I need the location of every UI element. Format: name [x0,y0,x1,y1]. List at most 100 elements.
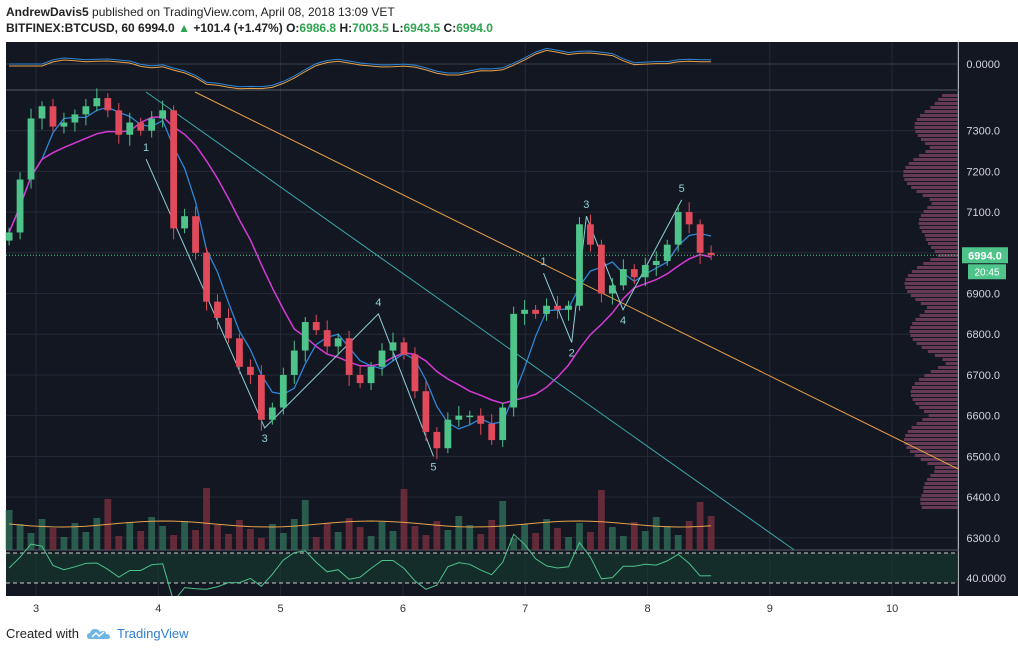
volume-bar [225,534,232,550]
created-with-label: Created with [6,626,79,641]
price-tick-label: 6500.0 [966,451,1000,463]
close-value: 6994.0 [456,21,493,35]
volume-profile-bar [924,234,958,237]
author-name[interactable]: AndrewDavis5 [6,5,89,19]
volume-profile-bar [945,362,958,365]
candle [400,337,408,360]
volume-profile-bar [918,378,958,381]
volume-profile-bar [921,506,958,509]
candle [543,298,550,321]
volume-profile-bar [924,310,958,313]
volume-bar [5,510,13,550]
volume-bar [148,517,156,550]
volume-bar [707,516,715,550]
volume-bar [192,530,199,550]
volume-profile-bar [927,350,958,353]
volume-profile-bar [923,486,958,489]
volume-profile-bar [915,298,958,301]
volume-profile-bar [925,142,958,145]
volume-bar [312,537,320,550]
up-arrow-icon: ▲ [178,21,190,35]
price-tick-label: 6400.0 [966,492,1000,504]
high-value: 7003.5 [352,21,389,35]
time-axis[interactable]: 3 4 5 6 7 8 9 10 [6,596,958,620]
time-tick-label: 9 [767,603,773,615]
candle [214,294,221,329]
teal-trendline [145,91,795,551]
publish-info: published on TradingView.com, April 08, … [92,5,395,19]
wave-label: 2 [569,347,575,359]
volume-profile-bar [921,230,958,233]
price-tick-label: 7100.0 [966,207,1000,219]
volume-bar [587,532,594,550]
volume-profile-bar [920,214,958,217]
volume-profile-bar [921,494,958,497]
volume-profile-bar [929,146,958,149]
volume-profile-bar [928,414,958,417]
volume-profile-bar [911,186,958,189]
volume-bar [630,522,638,550]
volume-bar [170,535,178,550]
candle [488,414,496,445]
time-tick-label: 4 [155,603,161,615]
volume-profile-bar [916,342,958,345]
candle [641,257,649,287]
candle [192,206,199,260]
volume-bar [82,532,90,550]
volume-profile-bar [914,122,958,125]
volume-bar [433,521,441,550]
candle [82,98,90,126]
oscillator-top-tick: 0.0000 [966,59,1000,71]
candle [203,247,210,311]
volume-profile-bar [927,206,958,209]
volume-bar [60,537,68,550]
footer: Created with TradingView [6,626,189,641]
volume-profile-bar [930,258,958,261]
volume-profile-bar [911,426,958,429]
candle [279,367,287,415]
volume-profile-bar [908,162,958,165]
candle [356,365,364,388]
volume-profile-bar [927,478,958,481]
candle [685,202,693,234]
volume-profile-bar [912,338,958,341]
volume-bar [38,519,46,550]
wave-label: 3 [583,199,589,211]
price-tick-label: 7200.0 [966,166,1000,178]
candle [148,111,156,138]
candle [378,343,386,376]
candle [587,214,594,252]
candle [93,88,101,112]
volume-profile-bar [930,106,958,109]
candle [444,412,452,454]
volume-profile-bar [906,446,958,449]
volume-bar [367,536,375,550]
volume-bar [236,520,243,550]
candle [630,264,638,285]
volume-profile-bar [919,226,958,229]
volume-profile-bar [909,450,958,453]
tradingview-brand[interactable]: TradingView [116,626,189,641]
wave-label: 4 [620,315,626,327]
volume-profile-bar [934,250,958,253]
volume-profile-bar [942,358,958,361]
time-tick-label: 5 [278,603,284,615]
candle [707,245,715,261]
volume-bar [608,527,616,550]
volume-bar [257,538,265,550]
volume-bar [685,521,693,550]
countdown-label: 20:45 [974,267,999,278]
oscillator-line [9,47,712,88]
price-axis[interactable]: 7300.07200.07100.07000.06900.06800.06700… [959,42,1018,596]
volume-profile-bar [903,174,958,177]
wave-label: 5 [430,461,436,473]
candle [477,408,485,435]
price-tick-label: 6800.0 [966,329,1000,341]
wave-label: 5 [679,183,685,195]
volume-profile-bar [930,474,958,477]
volume-bar [345,518,353,550]
volume-profile-bar [907,274,958,277]
volume-profile-bar [934,466,958,469]
rsi-line [8,533,712,603]
